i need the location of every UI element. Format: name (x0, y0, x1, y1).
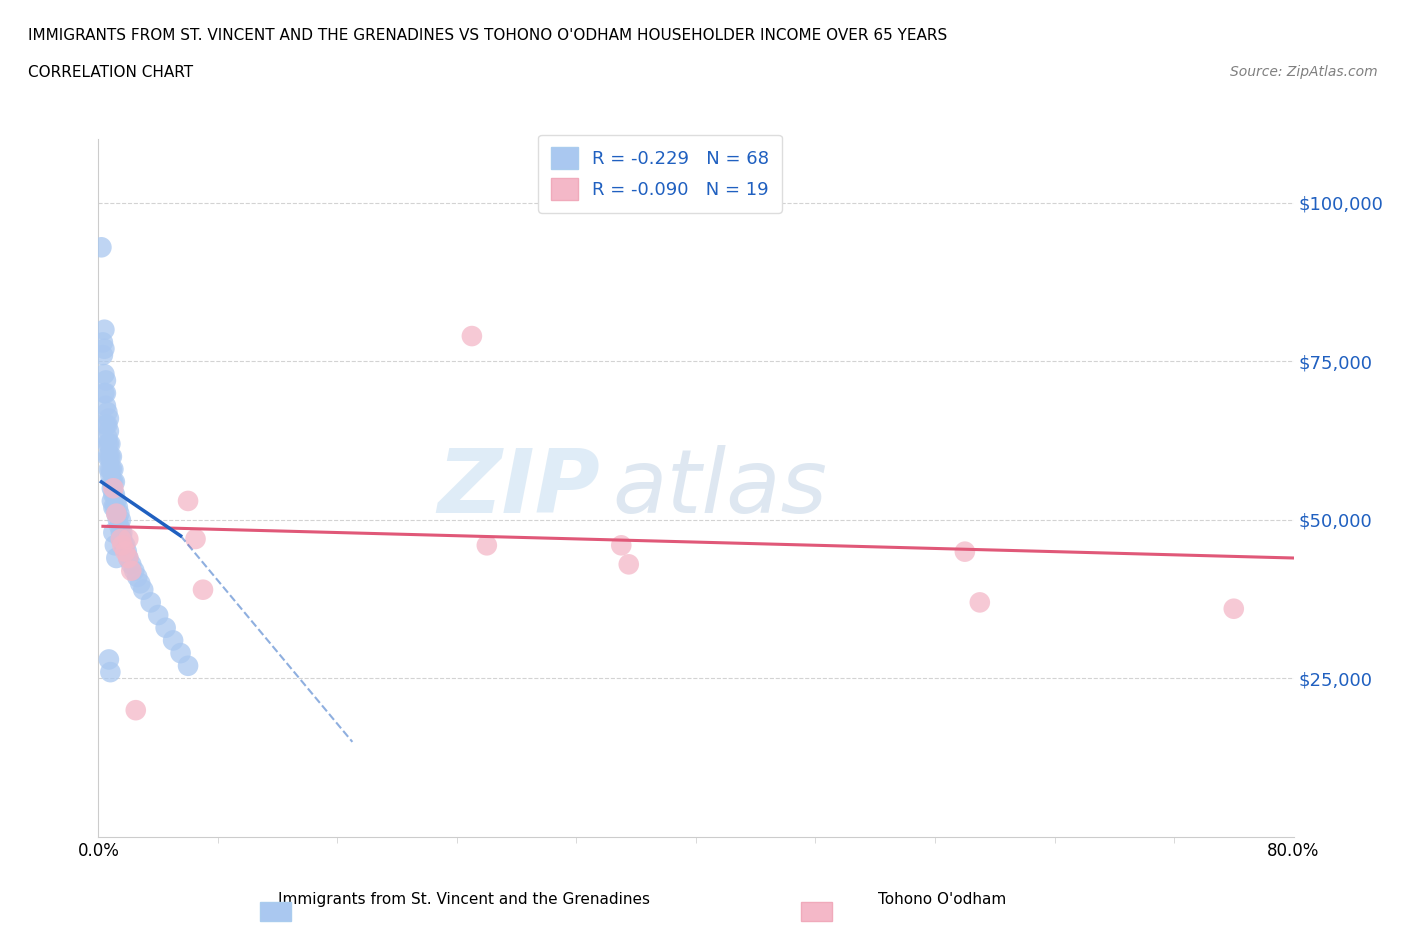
Point (93, 323, 115, 338)
Text: Tohono O'odham: Tohono O'odham (877, 892, 1007, 907)
Text: Immigrants from St. Vincent and the Grenadines: Immigrants from St. Vincent and the Gren… (278, 892, 650, 907)
Point (103, 462, 125, 477)
Point (117, 551, 139, 565)
Text: ZIP: ZIP (437, 445, 600, 532)
Point (155, 620, 177, 635)
Point (97, 424, 120, 439)
Point (96, 405, 118, 419)
Point (101, 481, 124, 496)
Point (129, 576, 152, 591)
Point (100, 462, 122, 477)
Point (105, 494, 128, 509)
Point (461, 328, 484, 343)
Point (94, 373, 117, 388)
Point (107, 499, 129, 514)
Point (100, 436, 122, 451)
Point (125, 703, 148, 718)
Point (169, 645, 191, 660)
Point (117, 551, 139, 565)
Point (610, 538, 633, 552)
Point (114, 544, 136, 559)
Point (110, 512, 132, 527)
Point (104, 487, 127, 502)
Point (104, 538, 127, 552)
Point (191, 582, 214, 597)
Point (132, 582, 155, 597)
Point (104, 499, 127, 514)
Point (91, 335, 114, 350)
Point (94, 398, 117, 413)
Point (108, 519, 131, 534)
Point (124, 564, 146, 578)
Point (100, 665, 122, 680)
Point (115, 544, 138, 559)
Text: atlas: atlas (613, 445, 827, 531)
Point (120, 557, 142, 572)
Point (111, 532, 134, 547)
Point (96, 436, 118, 451)
Point (96, 449, 118, 464)
Point (103, 474, 125, 489)
Point (100, 449, 122, 464)
Point (127, 569, 149, 584)
Point (105, 506, 128, 521)
Legend: R = -0.229   N = 68, R = -0.090   N = 19: R = -0.229 N = 68, R = -0.090 N = 19 (538, 135, 782, 213)
Point (93, 366, 115, 381)
Point (96, 418, 118, 432)
Point (97, 411, 120, 426)
Text: CORRELATION CHART: CORRELATION CHART (28, 65, 193, 80)
Point (107, 512, 129, 527)
Point (97, 652, 120, 667)
Point (105, 506, 128, 521)
Point (105, 551, 128, 565)
Point (117, 532, 139, 547)
Text: IMMIGRANTS FROM ST. VINCENT AND THE GRENADINES VS TOHONO O'ODHAM HOUSEHOLDER INC: IMMIGRANTS FROM ST. VINCENT AND THE GREN… (28, 28, 948, 43)
Point (103, 481, 125, 496)
Point (617, 557, 640, 572)
Point (101, 474, 124, 489)
Point (97, 436, 120, 451)
Point (93, 386, 115, 401)
Point (101, 494, 124, 509)
Point (101, 462, 124, 477)
Point (114, 538, 136, 552)
Point (100, 468, 122, 483)
Point (96, 430, 118, 445)
Point (112, 538, 135, 552)
Point (953, 544, 976, 559)
Point (103, 499, 125, 514)
Point (139, 595, 162, 610)
Point (184, 532, 207, 547)
Point (177, 494, 200, 509)
Point (90, 240, 112, 255)
Point (475, 538, 498, 552)
Point (97, 449, 120, 464)
Point (94, 418, 117, 432)
Point (104, 474, 127, 489)
Point (1223, 602, 1246, 617)
Point (162, 633, 184, 648)
Point (110, 525, 132, 540)
Point (111, 538, 134, 552)
Point (110, 532, 132, 547)
Point (103, 487, 125, 502)
Text: Source: ZipAtlas.com: Source: ZipAtlas.com (1230, 65, 1378, 79)
Point (110, 532, 132, 547)
Point (148, 607, 170, 622)
Point (108, 506, 131, 521)
Point (91, 348, 114, 363)
Point (101, 449, 124, 464)
Point (111, 525, 134, 540)
Point (103, 525, 125, 540)
Point (94, 386, 117, 401)
Point (97, 462, 120, 477)
Point (120, 564, 142, 578)
Point (93, 341, 115, 356)
Point (177, 658, 200, 673)
Point (969, 595, 991, 610)
